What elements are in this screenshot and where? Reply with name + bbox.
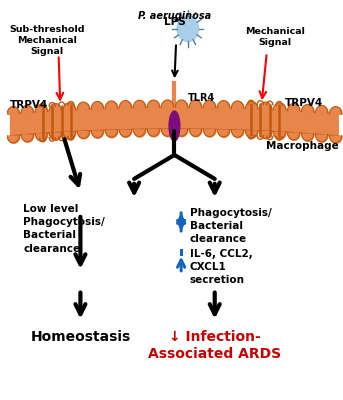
Text: Homeostasis: Homeostasis <box>30 330 131 344</box>
Circle shape <box>177 16 199 41</box>
Text: TLR4: TLR4 <box>188 93 215 103</box>
Text: Associated ARDS: Associated ARDS <box>148 348 281 362</box>
Polygon shape <box>10 107 339 136</box>
Ellipse shape <box>169 111 180 141</box>
Text: IL-6, CCL2,
CXCL1
secretion: IL-6, CCL2, CXCL1 secretion <box>190 249 252 285</box>
Text: ↓ Infection-: ↓ Infection- <box>169 330 261 344</box>
Text: Macrophage: Macrophage <box>266 140 339 150</box>
Text: P. aeruginosa: P. aeruginosa <box>138 11 211 21</box>
Text: TRPV4: TRPV4 <box>285 98 323 108</box>
Text: TRPV4: TRPV4 <box>10 100 48 110</box>
Text: Phagocytosis/
Bacterial
clearance: Phagocytosis/ Bacterial clearance <box>190 208 271 244</box>
Text: LPS: LPS <box>164 18 185 28</box>
Text: Sub-threshold
Mechanical
Signal: Sub-threshold Mechanical Signal <box>9 25 85 56</box>
Text: Mechanical
Signal: Mechanical Signal <box>245 27 305 47</box>
Text: Low level
Phagocytosis/
Bacterial
clearance: Low level Phagocytosis/ Bacterial cleara… <box>23 204 105 254</box>
